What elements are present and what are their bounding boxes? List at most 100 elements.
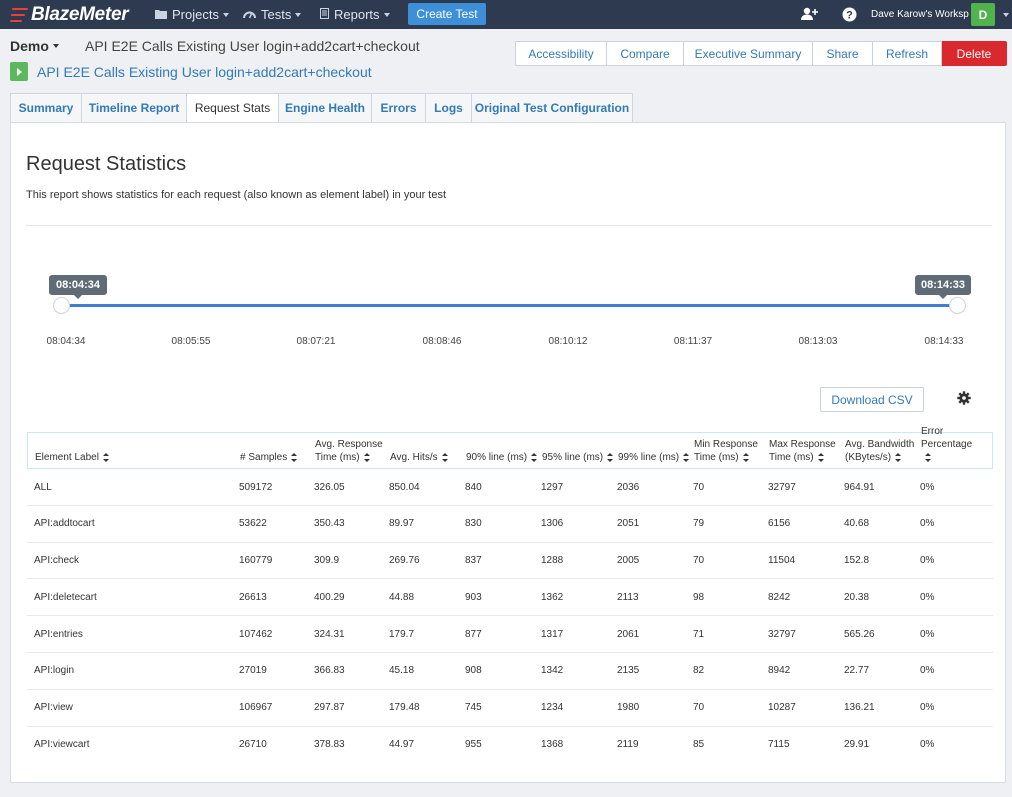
share-button[interactable]: Share: [813, 41, 873, 66]
sort-icon[interactable]: [742, 452, 749, 462]
range-start-handle[interactable]: [53, 297, 70, 314]
table-row: API:addtocart 53622 350.43 89.97 830 1306 2051…: [27, 506, 993, 543]
cell-avg-bandwidth: 22.77: [844, 665, 870, 677]
column-header-line-90[interactable]: 90% line (ms): [466, 433, 538, 468]
logo-mark-icon: [10, 8, 28, 22]
sort-icon[interactable]: [607, 452, 614, 462]
cell-line-99: 1980: [617, 702, 640, 714]
tab-engine-health[interactable]: Engine Health: [279, 93, 372, 123]
compare-button[interactable]: Compare: [607, 41, 684, 66]
cell-line-90: 840: [465, 481, 482, 493]
sort-icon[interactable]: [925, 452, 931, 462]
sort-icon[interactable]: [291, 452, 298, 462]
cell-error-percentage: 0%: [920, 481, 935, 493]
gear-icon[interactable]: [957, 391, 971, 405]
time-range-slider[interactable]: [62, 304, 958, 307]
cell-line-99: 2113: [617, 591, 639, 603]
cell-min-response-time: 71: [693, 628, 705, 640]
column-header-text: 99% line (ms): [618, 452, 680, 463]
cell-line-95: 1234: [541, 702, 564, 714]
cell-element-label: API:view: [34, 702, 73, 714]
nav-tests[interactable]: Tests: [243, 0, 302, 29]
play-icon[interactable]: [10, 62, 28, 81]
workspace-selector[interactable]: Dave Karow's Worksp: [871, 9, 969, 20]
cell-samples: 107462: [239, 628, 273, 640]
cell-line-99: 2061: [617, 628, 640, 640]
cell-line-95: 1317: [541, 628, 564, 640]
request-stats-table: Element Label # Samples Avg. Response Time …: [27, 426, 993, 763]
cell-avg-response-time: 297.87: [314, 702, 345, 714]
add-user-icon[interactable]: [800, 5, 818, 23]
cell-avg-bandwidth: 40.68: [844, 518, 870, 530]
cell-samples: 509172: [239, 481, 273, 493]
sort-icon[interactable]: [531, 452, 538, 462]
cell-error-percentage: 0%: [920, 739, 935, 751]
nav-reports[interactable]: Reports: [320, 0, 390, 29]
avatar[interactable]: D: [971, 3, 995, 26]
column-header-line-99[interactable]: 99% line (ms): [618, 433, 690, 468]
cell-samples: 160779: [239, 555, 273, 567]
cell-max-response-time: 10287: [768, 702, 796, 714]
blazemeter-logo[interactable]: BlazeMeter: [10, 4, 129, 26]
nav-tests-label: Tests: [261, 7, 292, 22]
download-csv-button[interactable]: Download CSV: [820, 387, 924, 412]
sort-icon[interactable]: [817, 452, 824, 462]
cell-max-response-time: 32797: [768, 481, 796, 493]
cell-max-response-time: 11504: [768, 555, 796, 567]
top-nav: BlazeMeter Projects Tests Reports Create…: [0, 0, 1012, 29]
workspace-label: Demo: [10, 38, 49, 54]
column-header-min-response-time[interactable]: Min Response Time (ms): [694, 433, 758, 468]
column-header-line-95[interactable]: 95% line (ms): [542, 433, 614, 468]
cell-line-95: 1288: [541, 555, 564, 567]
column-header-text: Avg. Bandwidth: [845, 439, 915, 450]
report-header: Demo API E2E Calls Existing User login+a…: [0, 29, 1012, 93]
column-header-error-percentage[interactable]: Error Percentage: [921, 426, 992, 468]
sort-icon[interactable]: [363, 452, 370, 462]
nav-projects[interactable]: Projects: [155, 0, 229, 29]
column-header-text: Error Percentage: [921, 426, 973, 450]
refresh-button[interactable]: Refresh: [873, 41, 942, 66]
accessibility-button[interactable]: Accessibility: [515, 41, 607, 66]
executive-summary-button[interactable]: Executive Summary: [684, 41, 813, 66]
time-tick: 08:04:34: [46, 336, 86, 347]
cell-samples: 26613: [239, 591, 267, 603]
column-header-text: (KBytes/s): [845, 452, 892, 463]
cell-error-percentage: 0%: [920, 628, 935, 640]
column-header-element-label[interactable]: Element Label: [35, 433, 109, 468]
tab-logs[interactable]: Logs: [426, 93, 472, 123]
tab-summary[interactable]: Summary: [10, 93, 82, 123]
cell-avg-bandwidth: 29.91: [844, 739, 870, 751]
sort-icon[interactable]: [683, 452, 690, 462]
test-title-link[interactable]: API E2E Calls Existing User login+add2ca…: [37, 64, 372, 80]
column-header-avg-hits[interactable]: Avg. Hits/s: [390, 433, 448, 468]
nav-projects-label: Projects: [172, 7, 219, 22]
workspace-dropdown[interactable]: Demo: [10, 38, 59, 54]
cell-element-label: API:deletecart: [34, 591, 97, 603]
table-row: ALL 509172 326.05 850.04 840 1297 2036 70 32797 9…: [27, 469, 993, 506]
column-header-text: 95% line (ms): [542, 452, 604, 463]
cell-avg-hits: 850.04: [389, 481, 420, 493]
tab-request-stats[interactable]: Request Stats: [187, 93, 279, 123]
column-header-avg-response-time[interactable]: Avg. Response Time (ms): [315, 433, 383, 468]
delete-button[interactable]: Delete: [942, 41, 1007, 66]
sort-icon[interactable]: [441, 452, 448, 462]
column-header-samples[interactable]: # Samples: [240, 433, 298, 468]
column-header-max-response-time[interactable]: Max Response Time (ms): [769, 433, 836, 468]
column-header-text: # Samples: [240, 452, 288, 463]
chevron-down-icon[interactable]: [1003, 13, 1009, 17]
request-stats-panel: Request Statistics This report shows sta…: [10, 122, 1006, 783]
cell-error-percentage: 0%: [920, 702, 935, 714]
cell-avg-bandwidth: 20.38: [844, 591, 870, 603]
cell-error-percentage: 0%: [920, 591, 935, 603]
sort-icon[interactable]: [102, 452, 109, 462]
sort-icon[interactable]: [895, 452, 902, 462]
tab-errors[interactable]: Errors: [372, 93, 426, 123]
create-test-button[interactable]: Create Test: [408, 3, 486, 25]
chevron-down-icon: [222, 12, 229, 17]
tab-original-test-configuration[interactable]: Original Test Configuration: [472, 93, 633, 123]
column-header-avg-bandwidth[interactable]: Avg. Bandwidth (KBytes/s): [845, 433, 914, 468]
range-end-handle[interactable]: [949, 297, 966, 314]
tab-timeline-report[interactable]: Timeline Report: [82, 93, 187, 123]
cell-min-response-time: 79: [693, 518, 705, 530]
help-icon[interactable]: ?: [840, 5, 858, 23]
